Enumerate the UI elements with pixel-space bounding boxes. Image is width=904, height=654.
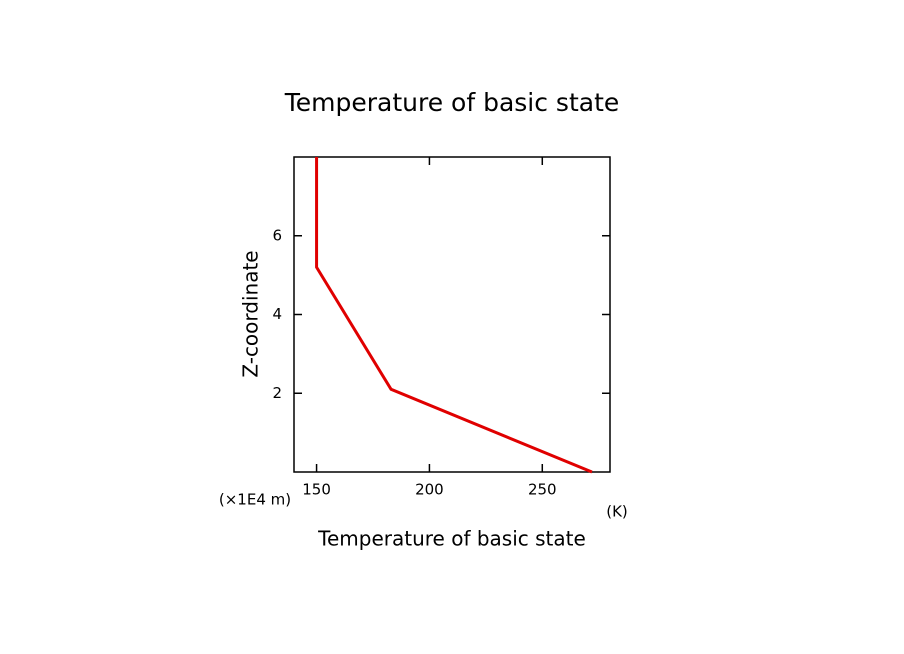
- y-tick-label: 2: [272, 384, 282, 402]
- x-tick-label: 200: [415, 481, 444, 499]
- x-axis-unit: (K): [606, 503, 628, 521]
- data-line: [315, 157, 593, 474]
- y-tick-label: 4: [272, 305, 282, 323]
- x-tick-label: 250: [528, 481, 557, 499]
- x-axis-label: Temperature of basic state: [317, 527, 586, 551]
- chart-title: Temperature of basic state: [284, 88, 620, 117]
- x-tick-label: 150: [302, 481, 331, 499]
- y-axis-label: Z-coordinate: [239, 250, 263, 377]
- y-tick-label: 6: [272, 226, 282, 244]
- y-axis-unit: (×1E4 m): [219, 491, 291, 509]
- plot-frame: [293, 156, 611, 473]
